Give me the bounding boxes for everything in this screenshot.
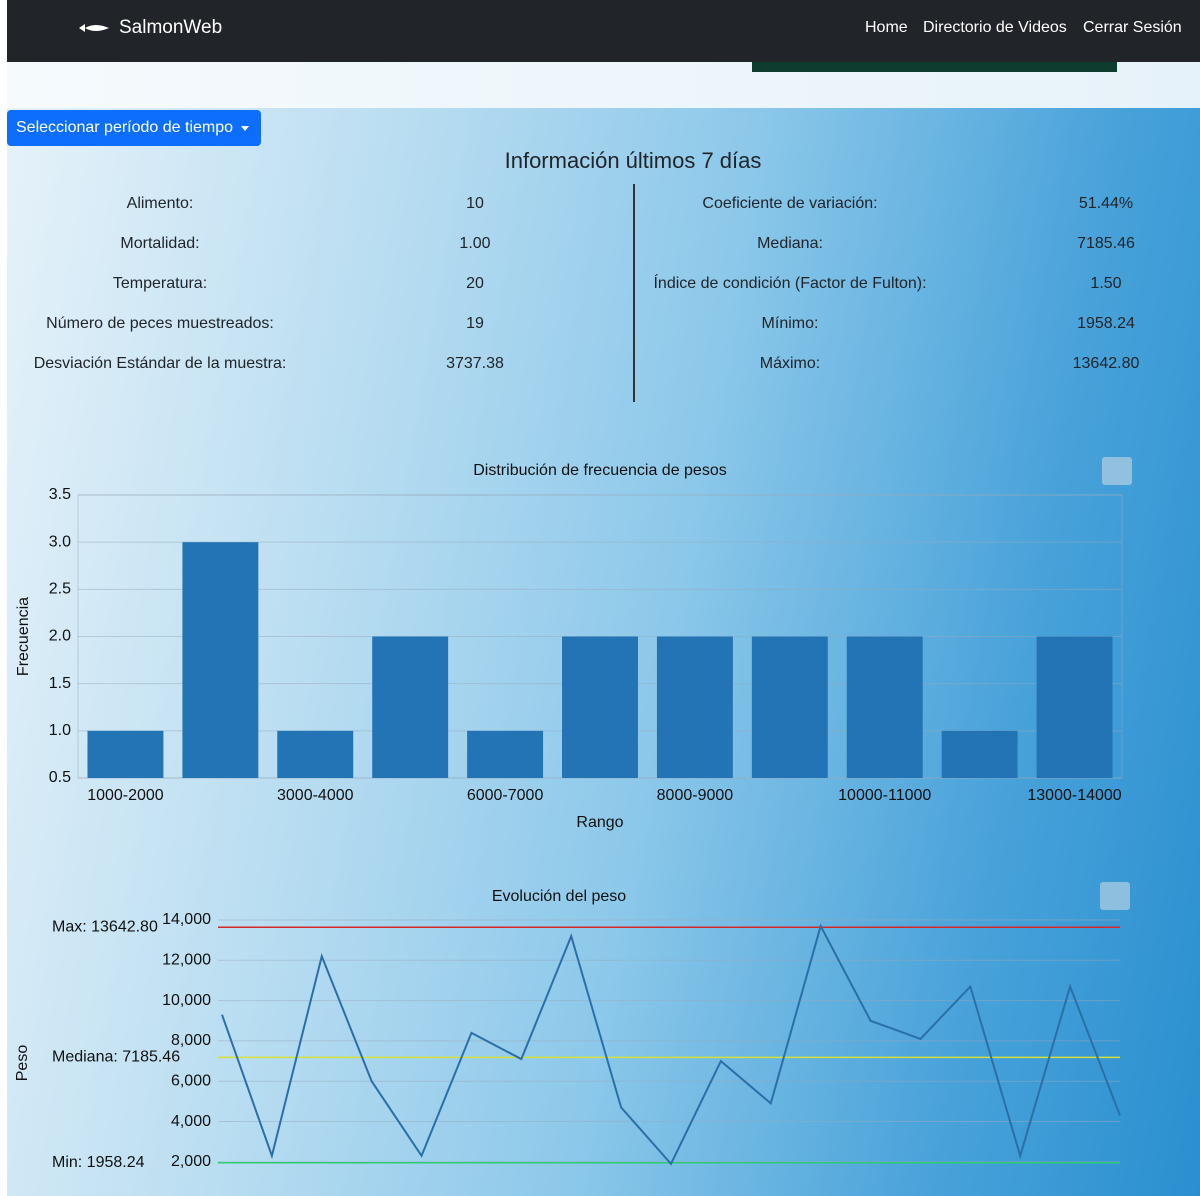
y-tick-label: 0.5 [49,769,71,786]
bar [1036,636,1113,778]
logo-icon [79,24,109,32]
y-axis-label: Peso [14,1045,31,1082]
period-dropdown[interactable]: Seleccionar período de tiempo [7,110,261,146]
navbar: SalmonWeb Home Directorio de Videos Cerr… [7,0,1200,62]
info-label: Coeficiente de variación: [702,195,878,212]
bar [372,636,449,778]
y-tick-label: 2,000 [171,1153,211,1170]
info-value: 10 [466,195,484,212]
x-tick-label: 1000-2000 [87,787,164,804]
info-label: Mínimo: [761,315,819,332]
divider [633,184,635,402]
bar [941,730,1018,778]
info-label: Índice de condición (Factor de Fulton): [653,275,927,292]
y-tick-label: 10,000 [162,992,211,1009]
x-tick-label: 3000-4000 [277,787,354,804]
info-value: 1.00 [459,235,491,252]
info-label: Temperatura: [112,275,208,292]
y-tick-label: 2.5 [49,581,71,598]
bar [277,730,354,778]
reference-label: Max: 13642.80 [52,918,158,935]
bar [656,636,733,778]
y-tick-label: 1.5 [49,675,71,692]
chart-title: Evolución del peso [492,888,626,905]
x-tick-label: 13000-14000 [1027,787,1121,804]
reference-label: Mediana: 7185.46 [52,1049,180,1066]
info-label: Alimento: [126,195,194,212]
bar [182,542,259,778]
info-label: Mediana: [757,235,823,252]
bar [751,636,828,778]
bar [467,730,544,778]
y-tick-label: 4,000 [171,1113,211,1130]
x-tick-label: 6000-7000 [467,787,544,804]
line-series [221,923,1121,1166]
info-value: 13642.80 [1072,355,1140,372]
heading: Información últimos 7 días [504,148,762,173]
info-value: 19 [466,315,484,332]
y-tick-label: 3.0 [49,533,71,550]
info-value: 51.44% [1078,195,1134,212]
info-value: 3737.38 [446,355,504,372]
y-axis-label: Frecuencia [15,597,32,676]
y-tick-label: 2.0 [49,628,71,645]
info-value: 7185.46 [1077,235,1135,252]
nav-link[interactable]: Cerrar Sesión [1083,19,1182,36]
info-label: Máximo: [759,355,821,372]
page: SalmonWeb Home Directorio de Videos Cerr… [7,0,1200,1196]
info-label: Desviación Estándar de la muestra: [33,355,287,372]
reference-label: Min: 1958.24 [52,1154,145,1171]
video-thumbnail [752,62,1117,72]
brand[interactable]: SalmonWeb [119,17,223,38]
bar [562,636,638,778]
info-value: 20 [466,275,484,292]
bar [846,636,923,778]
x-tick-label: 8000-9000 [657,787,734,804]
bar [87,730,164,778]
x-tick-label: 10000-11000 [838,787,931,804]
y-tick-label: 12,000 [162,952,211,969]
y-tick-label: 8,000 [171,1032,211,1049]
info-label: Número de peces muestreados: [46,315,274,332]
y-tick-label: 3.5 [49,486,71,503]
info-value: 1.50 [1090,275,1122,292]
menu-button[interactable] [1102,457,1132,485]
caret [241,126,249,131]
y-tick-label: 1.0 [49,722,71,739]
info-label: Mortalidad: [120,235,200,252]
info-value: 1958.24 [1077,315,1135,332]
y-tick-label: 6,000 [171,1072,211,1089]
button-label: Seleccionar período de tiempo [16,119,234,136]
y-tick-label: 14,000 [162,911,211,928]
nav-link[interactable]: Directorio de Videos [923,19,1067,36]
chart-title: Distribución de frecuencia de pesos [473,462,726,479]
nav-link[interactable]: Home [865,19,908,36]
x-axis-label: Rango [576,814,623,831]
charts: Distribución de frecuencia de pesos Frecu… [14,457,1132,1171]
menu-button[interactable] [1100,882,1130,910]
